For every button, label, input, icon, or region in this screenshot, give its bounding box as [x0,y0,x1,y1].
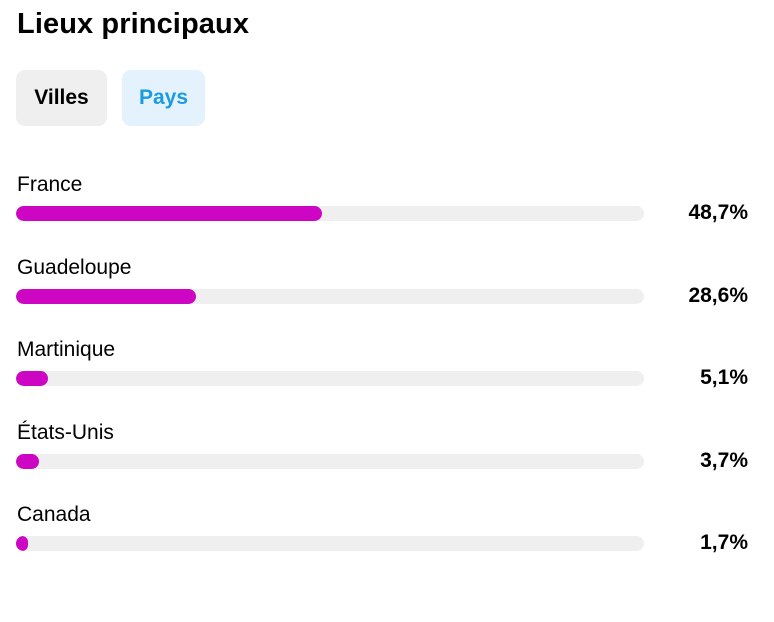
tab-bar: Villes Pays [16,70,205,126]
locations-list: France 48,7% Guadeloupe 28,6% Martinique… [0,171,774,584]
location-percent: 1,7% [700,531,748,554]
tab-pays[interactable]: Pays [122,70,205,126]
progress-fill [16,206,322,221]
location-name: Canada [17,503,91,526]
progress-fill [16,453,40,469]
list-item: Martinique 5,1% [0,336,774,419]
tab-villes[interactable]: Villes [16,70,107,126]
location-name: France [17,173,83,196]
location-name: États-Unis [17,420,114,444]
location-name: Guadeloupe [17,255,132,279]
location-percent: 3,7% [700,448,748,472]
list-item: États-Unis 3,7% [0,419,774,502]
progress-fill [16,288,196,304]
location-percent: 5,1% [700,366,748,389]
progress-track [16,453,644,469]
location-percent: 28,6% [688,283,748,307]
list-item: France 48,7% [0,171,774,254]
location-percent: 48,7% [688,201,748,224]
location-name: Martinique [17,338,116,361]
list-item: Canada 1,7% [0,501,774,584]
progress-track [16,536,644,551]
section-title: Lieux principaux [17,8,250,40]
list-item: Guadeloupe 28,6% [0,254,774,337]
progress-fill [16,371,49,386]
progress-track [16,371,644,386]
progress-track [16,288,644,304]
progress-fill [16,536,28,551]
progress-track [16,206,644,221]
